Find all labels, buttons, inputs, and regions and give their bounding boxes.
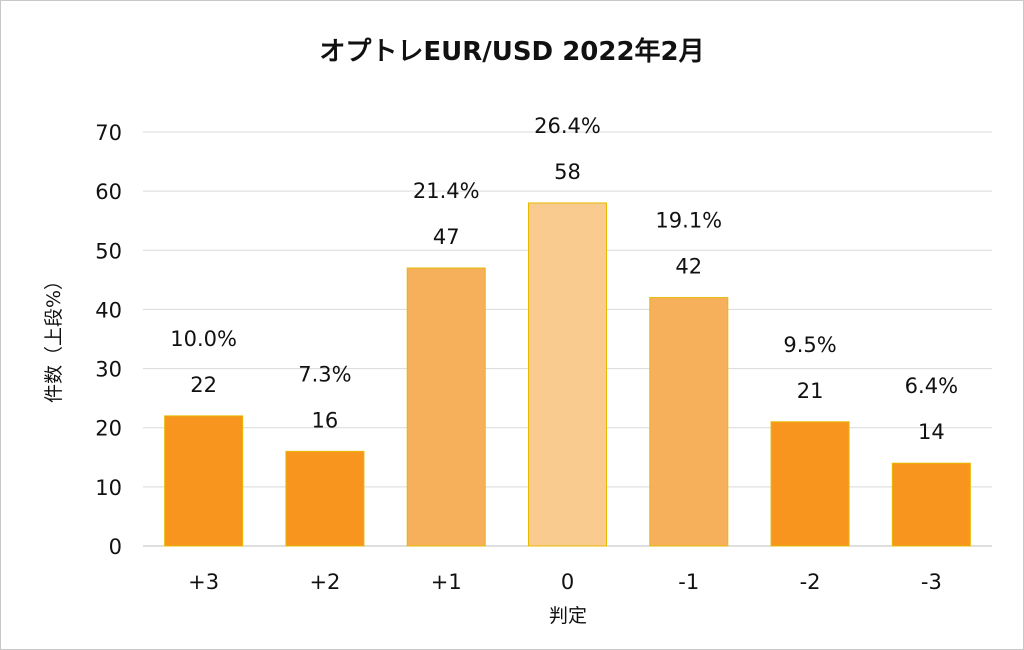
x-tick-label: +1 bbox=[431, 570, 462, 594]
value-label: 22 bbox=[190, 373, 217, 397]
value-label: 47 bbox=[433, 225, 460, 249]
percent-label: 19.1% bbox=[655, 209, 722, 233]
y-tick-label: 0 bbox=[109, 535, 122, 559]
value-label: 42 bbox=[675, 255, 702, 279]
percent-label: 7.3% bbox=[298, 362, 351, 386]
y-tick-label: 40 bbox=[95, 298, 122, 322]
value-label: 21 bbox=[797, 379, 824, 403]
y-tick-label: 50 bbox=[95, 239, 122, 263]
bar bbox=[164, 415, 244, 547]
x-tick-label: -1 bbox=[678, 570, 699, 594]
y-tick-label: 60 bbox=[95, 180, 122, 204]
value-label: 14 bbox=[918, 420, 945, 444]
x-tick-label: 0 bbox=[561, 570, 574, 594]
percent-label: 21.4% bbox=[413, 179, 480, 203]
bar bbox=[406, 267, 486, 547]
x-axis-ticks: +3 +2 +1 0 -1 -2 -3 bbox=[188, 570, 942, 594]
x-axis-label: 判定 bbox=[549, 605, 587, 627]
bar bbox=[891, 462, 971, 547]
y-tick-label: 10 bbox=[95, 476, 122, 500]
percent-label: 26.4% bbox=[534, 114, 601, 138]
bar bbox=[528, 202, 607, 547]
y-tick-label: 20 bbox=[95, 417, 122, 441]
data-labels: 22 10.0% 16 7.3% 47 21.4% 58 26.4% 42 19.1% 21 9.5%… bbox=[170, 114, 958, 444]
percent-label: 6.4% bbox=[905, 374, 958, 398]
bar bbox=[285, 450, 365, 547]
y-axis-ticks: 0 10 20 30 40 50 60 70 bbox=[95, 121, 122, 559]
y-axis-label: 件数（上段%） bbox=[43, 271, 65, 403]
y-tick-label: 30 bbox=[95, 358, 122, 382]
bars bbox=[164, 202, 971, 547]
bar bbox=[649, 297, 729, 547]
x-tick-label: +2 bbox=[309, 570, 340, 594]
x-tick-label: +3 bbox=[188, 570, 219, 594]
y-tick-label: 70 bbox=[95, 121, 122, 145]
percent-label: 10.0% bbox=[170, 327, 237, 351]
chart-title: オプトレEUR/USD 2022年2月 bbox=[319, 36, 704, 67]
percent-label: 9.5% bbox=[783, 333, 836, 357]
x-tick-label: -3 bbox=[921, 570, 942, 594]
x-tick-label: -2 bbox=[800, 570, 821, 594]
bar bbox=[770, 421, 850, 547]
value-label: 16 bbox=[312, 408, 339, 432]
value-label: 58 bbox=[554, 160, 581, 184]
